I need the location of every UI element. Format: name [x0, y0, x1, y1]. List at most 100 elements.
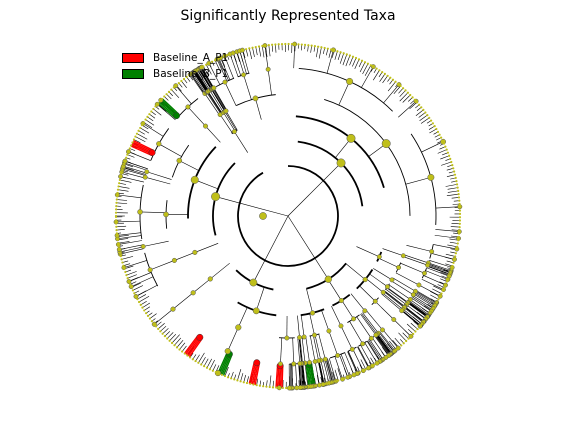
leaf-node: [412, 332, 415, 336]
leaf-node: [121, 261, 124, 264]
leaf-edge: [328, 49, 332, 58]
branch-edge: [187, 106, 206, 127]
leaf-edge: [142, 302, 151, 308]
leaf-edge: [441, 161, 452, 166]
leaf-node: [175, 84, 178, 87]
taxon-node: [241, 72, 247, 78]
leaf-edge: [252, 47, 255, 57]
leaf-node: [447, 277, 450, 280]
leaf-node: [330, 381, 334, 384]
leaf-node: [241, 48, 245, 52]
leaf-node: [119, 255, 122, 258]
leaf-edge: [198, 352, 205, 363]
branch-edge: [361, 66, 374, 88]
leaf-node: [123, 159, 127, 162]
leaf-node: [202, 365, 206, 368]
enriched-b-edge: [158, 101, 177, 118]
leaf-node: [349, 375, 352, 378]
branch-edge: [119, 246, 144, 253]
branch-edge: [412, 295, 434, 309]
branch-edge: [295, 363, 298, 388]
leaf-edge: [407, 328, 414, 335]
leaf-edge: [214, 60, 221, 71]
leaf-edge: [275, 44, 277, 53]
leaf-edge: [449, 241, 458, 244]
leaf-edge: [153, 108, 162, 116]
taxon-node: [142, 174, 148, 180]
leaf-node: [262, 385, 265, 388]
branch-edge: [207, 91, 222, 114]
branch-edge: [314, 334, 322, 361]
leaf-edge: [119, 182, 127, 185]
taxon-node: [235, 324, 242, 331]
leaf-edge: [205, 64, 212, 75]
branch-edge: [224, 55, 234, 79]
leaf-node: [125, 156, 128, 159]
leaf-edge: [352, 57, 357, 67]
branch-edge: [414, 292, 436, 306]
leaf-edge: [127, 154, 135, 158]
branch-edge: [356, 316, 372, 339]
leaf-node: [116, 195, 119, 198]
branch-edge: [194, 179, 219, 190]
leaf-edge: [160, 325, 167, 332]
leaf-edge: [155, 321, 162, 327]
leaf-node: [458, 206, 461, 209]
leaf-node: [456, 242, 459, 245]
branch-edge: [175, 85, 192, 105]
taxon-node: [223, 108, 229, 114]
branch-edge: [292, 337, 294, 364]
leaf-edge: [447, 244, 458, 248]
leaf-edge: [360, 359, 367, 370]
branch-edge: [426, 267, 450, 277]
leaf-edge: [364, 65, 372, 76]
leaf-edge: [166, 93, 172, 100]
leaf-node: [114, 211, 118, 214]
leaf-node: [320, 46, 323, 49]
leaf-node: [211, 369, 214, 372]
leaf-edge: [195, 354, 200, 362]
leaf-edge: [325, 48, 329, 56]
leaf-node: [255, 384, 258, 387]
branch-edge: [381, 293, 402, 311]
branch-edge: [255, 98, 262, 120]
branch-edge: [196, 69, 211, 91]
leaf-node: [121, 169, 124, 172]
taxon-node: [312, 359, 318, 364]
enriched-a-edge: [133, 139, 154, 151]
leaf-edge: [349, 56, 354, 66]
branch-edge: [223, 112, 236, 132]
leaf-edge: [206, 358, 212, 368]
branch-edge: [195, 70, 209, 92]
leaf-node: [134, 295, 137, 298]
leaf-node: [438, 295, 442, 298]
branch-edge: [158, 143, 182, 157]
leaf-edge: [140, 127, 150, 134]
leaf-edge: [345, 55, 351, 67]
chart-title: Significantly Represented Taxa: [180, 8, 396, 24]
leaf-node: [397, 346, 400, 349]
leaf-node: [441, 139, 444, 142]
leaf-node: [451, 164, 454, 167]
leaf-node: [168, 339, 171, 342]
leaf-node: [336, 50, 339, 53]
leaf-edge: [136, 133, 148, 140]
taxon-node: [307, 359, 312, 365]
branch-edge: [326, 358, 334, 383]
branch-edge: [317, 360, 324, 385]
branch-edge: [280, 337, 283, 364]
leaf-node: [239, 380, 242, 383]
branch-edge: [179, 160, 200, 171]
leaf-node: [337, 379, 340, 382]
taxon-node: [291, 361, 297, 367]
taxon-node: [190, 290, 196, 296]
leaf-node: [248, 47, 251, 50]
leaf-node: [159, 330, 162, 333]
leaf-node: [372, 65, 375, 68]
branch-edge: [347, 351, 359, 374]
leaf-node: [133, 292, 136, 295]
leaf-node: [137, 129, 140, 132]
leaf-edge: [382, 75, 388, 84]
taxon-node: [412, 288, 418, 294]
leaf-node: [130, 144, 133, 147]
